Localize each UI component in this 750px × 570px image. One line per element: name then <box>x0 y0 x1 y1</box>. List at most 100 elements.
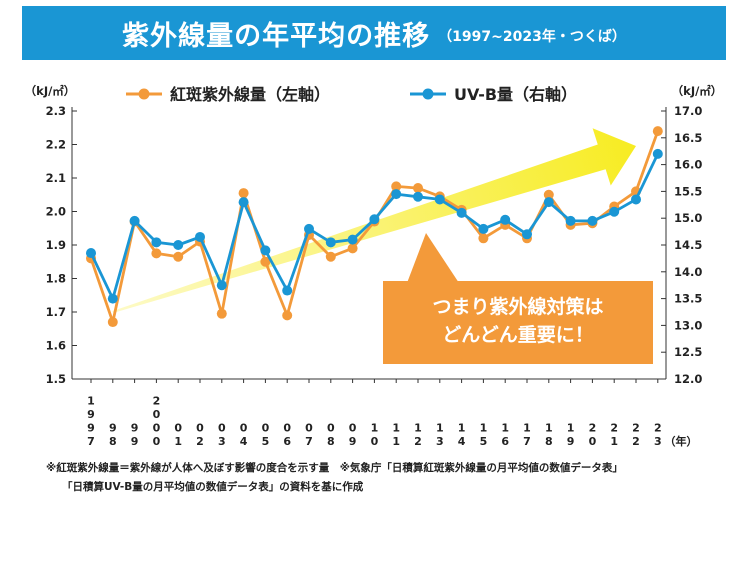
x-tick-char: 1 <box>480 422 488 435</box>
footnote-line-1: ※紅斑紫外線量＝紫外線が人体へ及ぼす影響の度合を示す量 ※気象庁「日積算紅斑紫外… <box>46 462 623 474</box>
data-point-erythemal-uv <box>652 126 663 137</box>
x-tick-char: 1 <box>567 422 575 435</box>
y-right-tick-label: 14.5 <box>674 238 702 252</box>
data-point-uvb <box>587 215 598 226</box>
x-tick-char: 2 <box>196 435 204 448</box>
title-banner: 紫外線量の年平均の推移 （1997~2023年・つくば） <box>22 6 726 60</box>
callout-text-line: つまり紫外線対策は <box>432 295 603 318</box>
callout-pointer <box>407 233 459 283</box>
x-tick-char: 6 <box>501 435 509 448</box>
data-point-uvb <box>391 189 402 200</box>
x-tick-char: 9 <box>131 435 139 448</box>
y-left-unit: （kJ/㎡） <box>25 84 76 98</box>
x-tick-label: 22 <box>632 422 640 449</box>
x-tick-char: 1 <box>458 422 466 435</box>
data-point-uvb <box>304 223 314 234</box>
x-tick-label: 02 <box>196 422 204 449</box>
x-tick-char: 9 <box>87 408 95 421</box>
x-tick-char: 0 <box>153 408 161 421</box>
data-point-uvb <box>173 240 184 250</box>
y-left-tick-label: 2.3 <box>46 104 66 118</box>
data-point-uvb <box>543 197 554 208</box>
x-tick-char: 0 <box>305 422 313 435</box>
data-point-erythemal-uv <box>151 248 162 259</box>
x-tick-char: 0 <box>349 422 357 435</box>
y-left-tick-label: 1.9 <box>46 238 66 252</box>
x-tick-label: 07 <box>305 422 313 449</box>
chart-subtitle: （1997~2023年・つくば） <box>438 29 626 45</box>
data-point-uvb <box>456 207 467 218</box>
x-tick-char: 1 <box>523 422 531 435</box>
data-point-erythemal-uv <box>173 251 184 262</box>
x-tick-char: 2 <box>632 422 640 435</box>
x-tick-char: 1 <box>392 422 400 435</box>
data-point-uvb <box>652 148 663 159</box>
data-point-uvb <box>478 223 489 234</box>
data-point-uvb <box>195 231 205 242</box>
y-right-tick-label: 13.5 <box>674 292 702 306</box>
x-tick-char: 1 <box>545 422 553 435</box>
x-tick-char: 1 <box>87 395 95 408</box>
x-tick-char: 9 <box>131 422 139 435</box>
x-tick-char: 4 <box>458 435 466 448</box>
x-tick-label: 14 <box>458 422 466 449</box>
data-point-erythemal-uv <box>391 181 402 192</box>
data-point-uvb <box>522 229 532 240</box>
x-tick-label: 08 <box>327 422 335 449</box>
x-tick-char: 2 <box>153 395 161 408</box>
data-point-uvb <box>86 248 96 259</box>
x-tick-label: 1997 <box>87 395 95 449</box>
x-tick-char: 3 <box>654 435 662 448</box>
x-tick-label: 05 <box>262 422 270 449</box>
y-right-tick-label: 15.0 <box>674 211 702 225</box>
data-point-uvb <box>325 237 336 248</box>
data-point-erythemal-uv <box>543 189 554 200</box>
y-right-tick-label: 14.0 <box>674 265 702 279</box>
y-right-tick-label: 13.0 <box>674 318 702 332</box>
x-tick-char: 8 <box>545 435 553 448</box>
x-tick-char: 1 <box>436 422 444 435</box>
x-tick-char: 0 <box>174 422 182 435</box>
data-point-uvb <box>151 237 162 248</box>
x-tick-char: 0 <box>153 435 161 448</box>
x-tick-label: 10 <box>371 422 379 449</box>
data-point-uvb <box>413 191 423 202</box>
x-tick-char: 0 <box>153 422 161 435</box>
x-tick-char: 1 <box>610 435 618 448</box>
x-tick-label: 04 <box>240 422 248 449</box>
x-tick-char: 1 <box>414 422 422 435</box>
x-tick-char: 5 <box>480 435 488 448</box>
data-point-uvb <box>129 215 140 226</box>
data-point-uvb <box>565 215 576 226</box>
legend-label: 紅斑紫外線量（左軸） <box>170 85 330 104</box>
x-tick-char: 3 <box>218 435 226 448</box>
x-tick-char: 0 <box>327 422 335 435</box>
x-tick-char: 2 <box>610 422 618 435</box>
trend-arrow <box>112 128 637 313</box>
data-point-erythemal-uv <box>413 183 423 194</box>
x-tick-char: 7 <box>87 435 95 448</box>
x-tick-label: 09 <box>349 422 357 449</box>
data-point-uvb <box>434 194 445 205</box>
data-point-uvb <box>500 214 511 225</box>
x-tick-char: 2 <box>654 422 662 435</box>
x-tick-label: 13 <box>436 422 444 449</box>
x-tick-char: 9 <box>109 422 117 435</box>
x-tick-label: 15 <box>480 422 488 449</box>
x-tick-char: 0 <box>218 422 226 435</box>
data-point-uvb <box>609 206 620 217</box>
x-tick-char: 2 <box>589 422 597 435</box>
x-tick-char: 8 <box>109 435 117 448</box>
y-right-unit: （kJ/㎡） <box>672 84 723 98</box>
y-left-tick-label: 2.1 <box>46 171 66 185</box>
data-point-uvb <box>260 245 271 256</box>
data-point-uvb <box>238 197 249 208</box>
x-tick-char: 0 <box>196 422 204 435</box>
x-tick-label: 20 <box>589 422 597 449</box>
x-tick-char: 0 <box>262 422 270 435</box>
data-point-erythemal-uv <box>216 308 227 319</box>
x-tick-char: 6 <box>283 435 291 448</box>
x-tick-char: 2 <box>632 435 640 448</box>
x-tick-char: 9 <box>567 435 575 448</box>
x-tick-label: 21 <box>610 422 618 449</box>
